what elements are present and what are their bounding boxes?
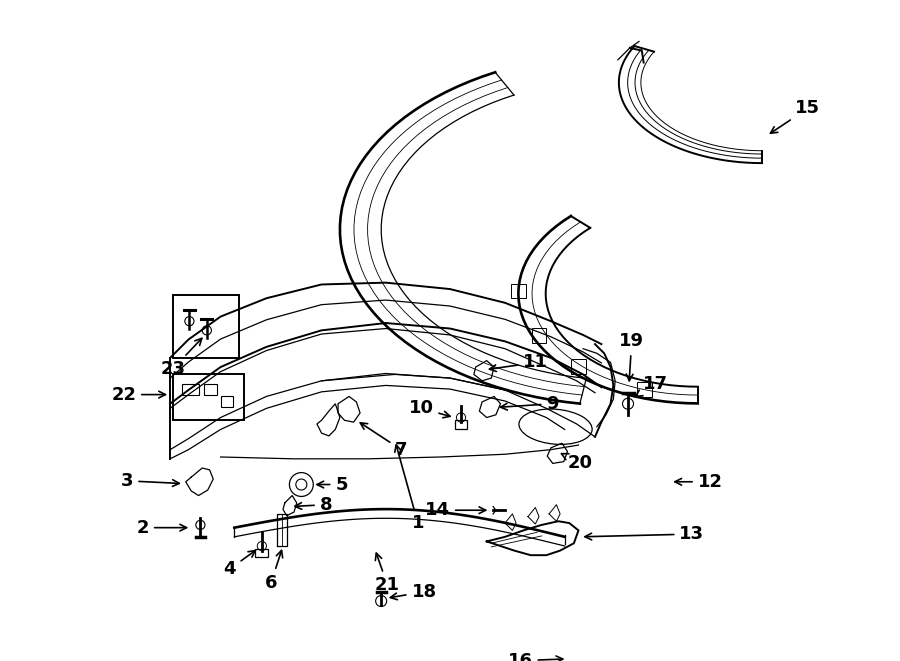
Text: 20: 20 xyxy=(562,453,593,473)
Bar xyxy=(637,382,652,397)
Text: 16: 16 xyxy=(508,652,562,661)
Text: 22: 22 xyxy=(112,385,166,404)
Text: 3: 3 xyxy=(121,472,179,490)
Bar xyxy=(256,549,268,557)
Text: 21: 21 xyxy=(375,553,401,594)
Text: 15: 15 xyxy=(770,99,821,134)
Text: 7: 7 xyxy=(360,423,408,459)
Text: 6: 6 xyxy=(265,551,283,592)
Text: 19: 19 xyxy=(619,332,644,381)
Text: 17: 17 xyxy=(635,375,668,397)
Bar xyxy=(220,397,233,407)
Bar xyxy=(511,284,526,298)
Text: 4: 4 xyxy=(223,551,256,578)
Bar xyxy=(563,648,579,657)
Bar xyxy=(204,383,217,395)
Bar xyxy=(572,360,586,374)
Text: 10: 10 xyxy=(409,399,450,418)
Text: 13: 13 xyxy=(585,525,705,543)
Bar xyxy=(454,420,467,430)
Bar xyxy=(532,328,546,343)
Text: 11: 11 xyxy=(490,354,548,371)
Text: 14: 14 xyxy=(425,501,486,520)
Bar xyxy=(182,383,199,395)
Text: 23: 23 xyxy=(160,338,202,378)
Text: 18: 18 xyxy=(391,583,436,601)
Text: 12: 12 xyxy=(675,473,723,490)
Text: 5: 5 xyxy=(317,475,347,494)
Text: 1: 1 xyxy=(395,445,424,532)
Text: 2: 2 xyxy=(137,519,186,537)
Text: 8: 8 xyxy=(295,496,332,514)
Text: 9: 9 xyxy=(500,395,559,412)
